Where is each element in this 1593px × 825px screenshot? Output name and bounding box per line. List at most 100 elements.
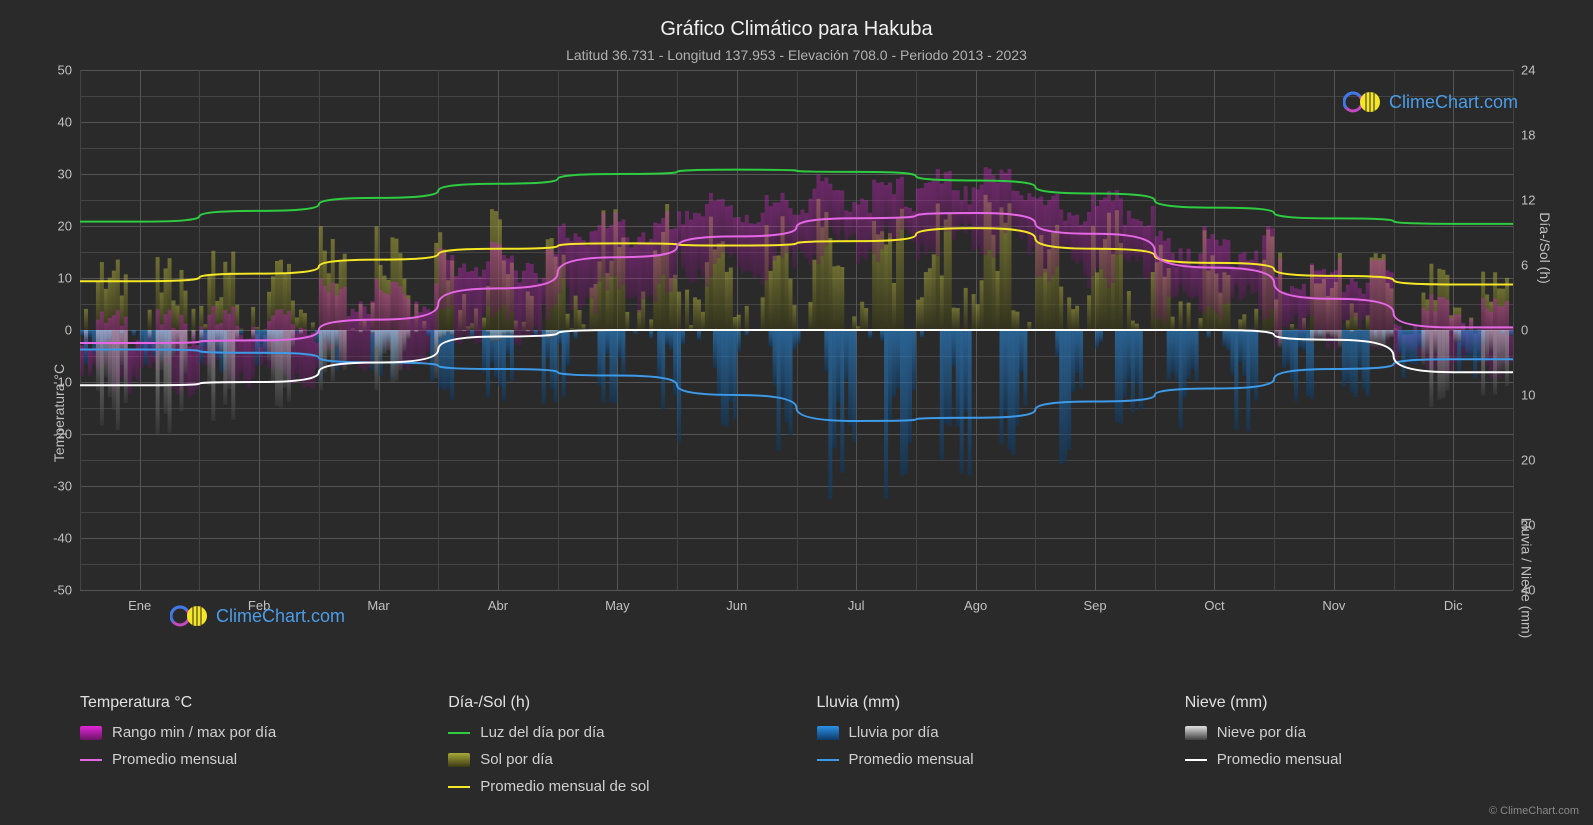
bar-temp <box>390 282 394 336</box>
y-tick-right-top: 18 <box>1521 128 1535 143</box>
bar-snow <box>168 330 172 433</box>
bar-rain <box>1123 330 1127 397</box>
bar-rain <box>1167 330 1171 380</box>
bar-rain <box>737 330 741 352</box>
bar-rain <box>1417 330 1421 348</box>
bar-temp <box>697 213 701 269</box>
bar-snow <box>199 330 203 340</box>
bar-snow <box>112 330 116 410</box>
bar-snow <box>446 330 450 333</box>
bar-temp <box>311 332 315 388</box>
bar-rain <box>1230 330 1234 375</box>
bar-snow <box>100 330 104 426</box>
bar-sun <box>566 314 570 330</box>
bar-rain <box>1015 330 1019 425</box>
bar-rain <box>1461 330 1465 348</box>
bar-snow <box>279 330 283 408</box>
bar-rain <box>1171 330 1175 373</box>
bar-temp <box>1286 293 1290 328</box>
bar-rain <box>295 330 299 332</box>
watermark: ClimeChart.com <box>1343 90 1518 114</box>
bar-temp <box>1039 196 1043 276</box>
bar-temp <box>880 182 884 249</box>
bar-snow <box>1445 330 1449 391</box>
legend-title: Día-/Sol (h) <box>448 694 776 712</box>
bar-temp <box>609 225 613 277</box>
bar-rain <box>1019 330 1023 372</box>
legend-item: Promedio mensual <box>80 751 408 768</box>
bar-sun <box>1238 319 1242 330</box>
bar-rain <box>88 330 92 338</box>
bar-rain <box>371 330 375 371</box>
bar-rain <box>1410 330 1414 363</box>
bar-snow <box>1485 330 1489 362</box>
bar-rain <box>1246 330 1250 431</box>
bar-sun <box>944 219 948 330</box>
bar-snow <box>398 330 402 370</box>
bar-temp <box>944 172 948 231</box>
bar-sun <box>637 310 641 330</box>
bar-rain <box>442 330 446 390</box>
bar-temp <box>1171 253 1175 298</box>
x-tick: Sep <box>1083 598 1106 613</box>
bar-temp <box>1079 225 1083 261</box>
bar-rain <box>940 330 944 460</box>
bar-rain <box>1127 330 1131 380</box>
bar-temp <box>1000 170 1004 229</box>
bar-sun <box>972 294 976 330</box>
bar-rain <box>1179 330 1183 429</box>
legend-line-icon <box>448 732 470 734</box>
bar-rain <box>1115 330 1119 422</box>
bar-rain <box>1075 330 1079 373</box>
legend-column: Lluvia (mm)Lluvia por díaPromedio mensua… <box>817 694 1145 805</box>
bar-rain <box>892 330 896 397</box>
bar-temp <box>661 218 665 275</box>
bar-temp <box>992 175 996 257</box>
bar-temp <box>657 224 661 284</box>
bar-sun <box>924 272 928 330</box>
bar-snow <box>1457 330 1461 342</box>
bar-rain <box>797 330 801 344</box>
bar-temp <box>920 188 924 244</box>
bar-sun <box>1179 301 1183 330</box>
bar-sun <box>160 293 164 330</box>
bar-snow <box>207 330 211 386</box>
bar-rain <box>944 330 948 423</box>
bar-rain <box>1346 330 1350 382</box>
bar-temp <box>980 185 984 254</box>
bar-rain <box>621 330 625 376</box>
bar-temp <box>649 239 653 295</box>
y-tick-right-bottom: 20 <box>1521 453 1535 468</box>
bar-rain <box>1195 330 1199 382</box>
bar-temp <box>1346 285 1350 322</box>
legend-column: Nieve (mm)Nieve por díaPromedio mensual <box>1185 694 1513 805</box>
bar-rain <box>1509 330 1513 336</box>
bar-temp <box>454 276 458 343</box>
bar-temp <box>1187 249 1191 297</box>
bar-sun <box>996 271 1000 330</box>
bar-temp <box>478 277 482 343</box>
bar-rain <box>1099 330 1103 342</box>
bar-temp <box>1115 190 1119 255</box>
bar-sun <box>677 292 681 330</box>
legend-item: Nieve por día <box>1185 724 1513 741</box>
gridline-h <box>80 590 1513 591</box>
bar-sun <box>1027 322 1031 330</box>
chart-subtitle: Latitud 36.731 - Longitud 137.953 - Elev… <box>0 41 1593 63</box>
bar-snow <box>402 330 406 352</box>
bar-temp <box>1449 318 1453 373</box>
legend-title: Temperatura °C <box>80 694 408 712</box>
bar-snow <box>299 330 303 334</box>
bar-rain <box>601 330 605 403</box>
legend-line-icon <box>1185 759 1207 761</box>
y-tick-left: 10 <box>58 271 72 286</box>
legend: Temperatura °CRango min / max por díaPro… <box>80 694 1513 805</box>
bar-sun <box>1290 324 1294 330</box>
bar-sun <box>263 329 267 330</box>
bar-temp <box>828 184 832 227</box>
bar-snow <box>387 330 391 351</box>
bar-snow <box>183 330 187 374</box>
bar-temp <box>1195 266 1199 296</box>
bar-rain <box>952 330 956 367</box>
bar-temp <box>976 190 980 248</box>
